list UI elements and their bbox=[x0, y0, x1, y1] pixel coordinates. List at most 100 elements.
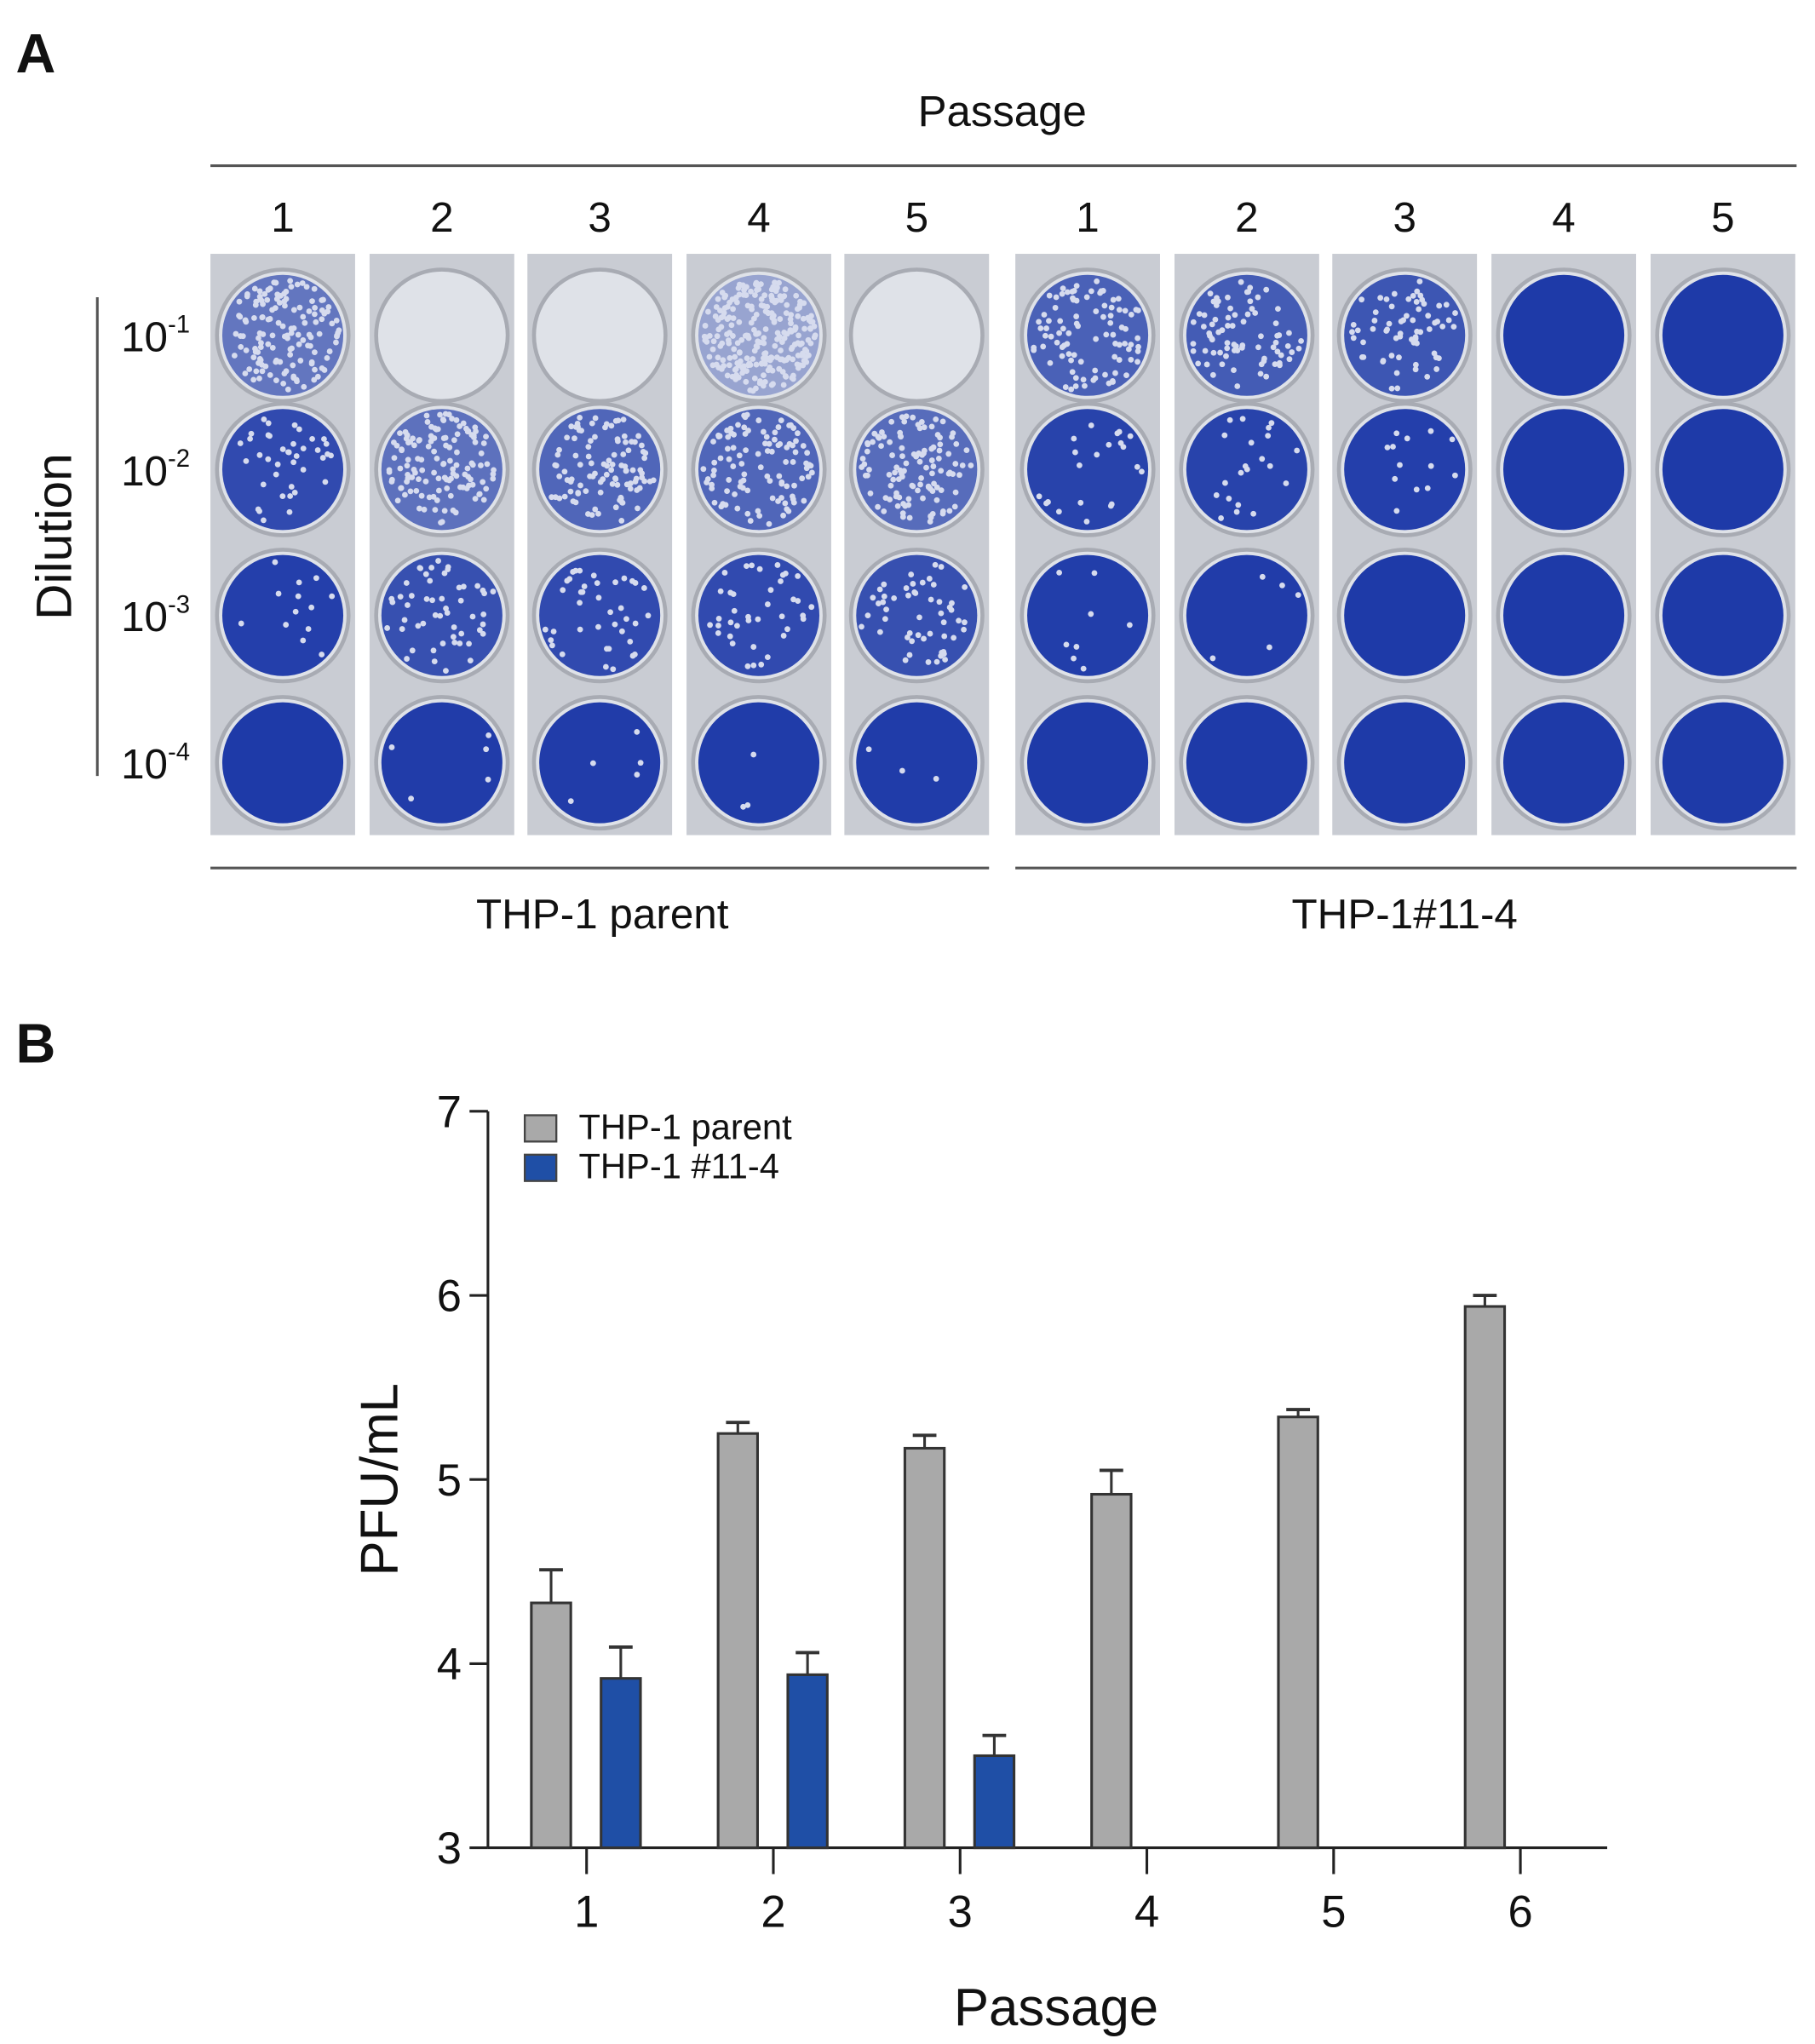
plaque bbox=[590, 572, 597, 579]
plaque bbox=[429, 597, 435, 604]
plaque bbox=[766, 520, 773, 527]
plaque bbox=[1056, 569, 1063, 576]
plaque bbox=[1388, 353, 1395, 359]
plaque bbox=[1139, 468, 1145, 475]
plaque bbox=[485, 776, 491, 783]
plaque bbox=[319, 307, 325, 313]
plaque bbox=[795, 352, 801, 359]
plaque bbox=[239, 333, 246, 340]
plaque bbox=[403, 580, 410, 586]
plaque bbox=[632, 439, 638, 445]
plaque bbox=[313, 575, 319, 582]
plaque bbox=[1196, 311, 1203, 318]
plaque bbox=[732, 366, 738, 373]
plaque bbox=[1070, 295, 1076, 301]
plaque bbox=[951, 503, 958, 510]
plaque bbox=[726, 362, 732, 369]
plaque bbox=[796, 301, 803, 308]
plaque bbox=[419, 467, 426, 474]
plaque bbox=[575, 491, 582, 497]
plaque bbox=[1221, 432, 1228, 439]
plaque bbox=[784, 483, 790, 490]
plaque bbox=[772, 436, 778, 443]
plaque bbox=[290, 362, 296, 369]
plaque bbox=[1229, 323, 1236, 329]
plaque bbox=[770, 381, 776, 388]
well-stain bbox=[856, 702, 978, 824]
plaque bbox=[730, 306, 736, 313]
plaque bbox=[881, 433, 887, 440]
plaque bbox=[252, 301, 259, 308]
plaque bbox=[432, 507, 439, 514]
plaque bbox=[1275, 306, 1281, 313]
plaque bbox=[761, 335, 767, 342]
plaque bbox=[782, 500, 789, 507]
plaque bbox=[730, 315, 737, 322]
plaque bbox=[604, 646, 610, 652]
plaque bbox=[774, 284, 780, 291]
plaque bbox=[641, 455, 648, 462]
plaque bbox=[710, 338, 717, 345]
plaque bbox=[1232, 343, 1239, 349]
plaque bbox=[859, 456, 866, 462]
plaque bbox=[267, 285, 273, 292]
plaque bbox=[1111, 353, 1118, 360]
bar-parent bbox=[1090, 1492, 1133, 1850]
plaque bbox=[768, 448, 775, 455]
plaque bbox=[1255, 344, 1261, 351]
plaque bbox=[1398, 319, 1404, 324]
plaque bbox=[542, 626, 549, 633]
plaque bbox=[902, 657, 909, 663]
plaque bbox=[273, 471, 279, 478]
plaque bbox=[333, 339, 339, 346]
plaque bbox=[917, 481, 923, 488]
plaque bbox=[1052, 304, 1059, 311]
plaque bbox=[313, 319, 319, 325]
plaque bbox=[1358, 296, 1365, 303]
plaque bbox=[1240, 319, 1247, 325]
plaque bbox=[1371, 318, 1378, 324]
plaque bbox=[443, 668, 449, 675]
plaque bbox=[800, 616, 807, 623]
plaque bbox=[1295, 592, 1301, 599]
plaque bbox=[423, 595, 430, 602]
plaque bbox=[439, 640, 446, 646]
plaque bbox=[432, 611, 439, 618]
plaque bbox=[1412, 361, 1419, 368]
plaque bbox=[1053, 294, 1060, 301]
plaque bbox=[879, 429, 885, 435]
plaque bbox=[1135, 343, 1141, 350]
plaque bbox=[753, 311, 760, 318]
plaque bbox=[1222, 479, 1228, 486]
plaque bbox=[481, 590, 487, 597]
plaque bbox=[595, 623, 601, 630]
plaque bbox=[1427, 428, 1434, 434]
plaque bbox=[1069, 289, 1076, 295]
panel-a-label: A bbox=[16, 22, 56, 84]
well-stain bbox=[1503, 409, 1625, 531]
plaque bbox=[750, 751, 757, 758]
plaque bbox=[1277, 362, 1283, 369]
plaque bbox=[725, 433, 732, 440]
plaque bbox=[718, 314, 725, 321]
plaque bbox=[778, 479, 785, 485]
y-tick-label: 3 bbox=[437, 1823, 462, 1874]
plaque bbox=[1093, 308, 1100, 314]
y-tick-label: 7 bbox=[437, 1087, 462, 1137]
well-stain bbox=[1186, 702, 1307, 824]
plaque bbox=[259, 313, 266, 320]
plaque bbox=[1272, 339, 1279, 346]
plaque bbox=[758, 296, 765, 302]
plaque bbox=[623, 616, 629, 623]
plaque bbox=[940, 619, 947, 626]
plaque bbox=[783, 459, 790, 465]
y-tick-label: 5 bbox=[437, 1455, 462, 1506]
plaque bbox=[577, 589, 584, 595]
plaque bbox=[284, 332, 290, 339]
plaque bbox=[612, 579, 618, 586]
plaque bbox=[550, 629, 557, 634]
well bbox=[531, 267, 668, 404]
plaque bbox=[460, 583, 467, 590]
plaque bbox=[710, 467, 717, 474]
plaque bbox=[1195, 360, 1202, 367]
